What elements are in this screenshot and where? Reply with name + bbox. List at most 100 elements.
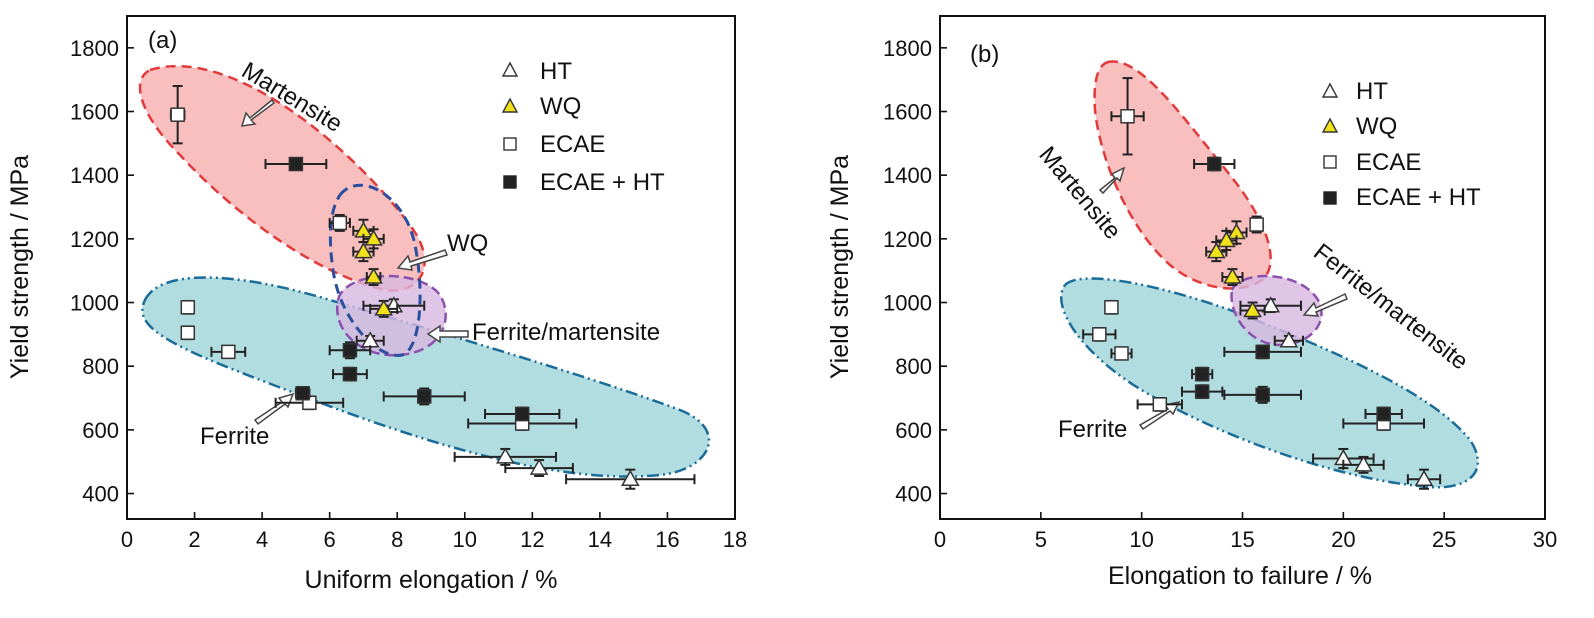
point-b-3-0 bbox=[1193, 156, 1236, 172]
point-a-0-4 bbox=[565, 468, 696, 490]
legend-b-ecae-marker bbox=[1323, 155, 1337, 169]
point-a-2-0 bbox=[169, 85, 186, 145]
x-tick-label-b-6: 30 bbox=[1533, 527, 1557, 552]
point-a-3-0 bbox=[264, 156, 328, 172]
arrow-ferrite-b bbox=[1138, 400, 1181, 431]
point-a-3-4-marker bbox=[416, 389, 432, 404]
arrow-wq bbox=[396, 249, 448, 271]
point-a-1-2-marker bbox=[354, 242, 373, 259]
ticks-b: 0 5 10 15 20 25 30 400 600 800 1000 1200 1400 1600 180… bbox=[883, 36, 1557, 552]
point-a-2-4-marker bbox=[221, 344, 236, 360]
point-a-2-3-marker bbox=[180, 325, 196, 341]
point-b-0-3 bbox=[1342, 455, 1385, 474]
point-b-3-4 bbox=[1223, 385, 1302, 404]
legend-a-ecae-marker bbox=[503, 137, 517, 151]
point-a-2-1 bbox=[328, 213, 351, 232]
legend-a-ecae-label: ECAE bbox=[540, 131, 605, 158]
legend-b-ht-marker bbox=[1321, 82, 1339, 98]
legend-a-wq-label: WQ bbox=[540, 93, 581, 120]
point-b-0-1-marker bbox=[1279, 331, 1299, 348]
point-b-3-5-marker bbox=[1376, 406, 1391, 422]
point-b-3-5 bbox=[1364, 406, 1403, 422]
point-a-3-5-marker bbox=[514, 406, 530, 422]
point-b-0-3-marker bbox=[1354, 455, 1373, 472]
x-tick-label-a-7: 14 bbox=[588, 527, 612, 552]
point-b-3-3 bbox=[1181, 384, 1224, 400]
x-tick-label-b-2: 10 bbox=[1129, 527, 1153, 552]
y-tick-label-a-7: 1800 bbox=[70, 36, 119, 61]
point-b-0-4-marker bbox=[1414, 469, 1434, 486]
legend-a-wq-marker bbox=[501, 97, 519, 113]
point-b-1-4 bbox=[1239, 300, 1266, 320]
point-b-2-5-marker bbox=[1152, 397, 1168, 412]
legend-b-ecae-label: ECAE bbox=[1356, 149, 1421, 176]
y-tick-label-b-1: 600 bbox=[895, 418, 932, 443]
arrow-martensite bbox=[240, 98, 276, 127]
point-b-2-4-marker bbox=[1114, 346, 1129, 361]
ticks-a: 0 2 4 6 8 10 12 14 16 18 400 600 800 1000 1200 1400 1600… bbox=[70, 36, 747, 552]
legend-a-ht-label: HT bbox=[540, 58, 572, 85]
point-b-0-4 bbox=[1406, 468, 1442, 490]
x-tick-label-a-6: 12 bbox=[520, 527, 544, 552]
annotation-wq: WQ bbox=[447, 230, 488, 257]
y-tick-label-b-2: 800 bbox=[895, 354, 932, 379]
point-b-1-1-marker bbox=[1217, 230, 1236, 248]
x-tick-label-b-3: 15 bbox=[1230, 527, 1254, 552]
point-b-2-3-marker bbox=[1092, 327, 1107, 342]
point-a-1-2 bbox=[352, 241, 375, 263]
y-tick-label-a-4: 1200 bbox=[70, 227, 119, 252]
point-a-3-2 bbox=[332, 366, 368, 382]
annotation-ferrite-martensite: Ferrite/martensite bbox=[472, 319, 660, 346]
data-marks-a bbox=[169, 85, 696, 490]
panel-label-b: (b) bbox=[970, 41, 999, 68]
legend-b-ht-label: HT bbox=[1356, 78, 1388, 105]
point-b-3-3-marker bbox=[1194, 384, 1210, 399]
legend-b-wq-marker bbox=[1321, 117, 1339, 133]
point-a-0-2 bbox=[453, 447, 557, 466]
point-a-1-4 bbox=[369, 299, 399, 318]
point-a-3-3 bbox=[294, 386, 311, 401]
legend-a-ecaeht-label: ECAE + HT bbox=[540, 169, 665, 196]
point-b-1-2 bbox=[1205, 241, 1228, 263]
point-a-2-0-marker bbox=[170, 107, 185, 122]
point-b-0-0-marker bbox=[1261, 296, 1281, 313]
point-b-3-2-marker bbox=[1194, 366, 1210, 382]
legend-b-ecaeht-marker bbox=[1323, 191, 1337, 205]
region-ferrite-b bbox=[1060, 277, 1480, 489]
point-b-3-4-marker bbox=[1255, 387, 1270, 403]
point-a-3-5 bbox=[484, 406, 561, 422]
annotation-ferrite: Ferrite bbox=[200, 423, 269, 450]
annotation-ferrite-b: Ferrite bbox=[1058, 416, 1127, 443]
point-b-3-0-marker bbox=[1207, 156, 1222, 172]
point-b-1-3-marker bbox=[1223, 267, 1242, 284]
point-a-3-1-marker bbox=[342, 343, 358, 358]
y-tick-label-b-3: 1000 bbox=[883, 291, 932, 316]
point-a-2-2 bbox=[180, 299, 196, 315]
point-b-2-1 bbox=[1249, 215, 1264, 234]
y-axis-label-b: Yield strength / MPa bbox=[826, 155, 854, 379]
x-tick-label-a-3: 6 bbox=[324, 527, 336, 552]
point-b-3-1 bbox=[1223, 344, 1302, 360]
x-tick-label-a-2: 4 bbox=[256, 527, 268, 552]
point-a-2-2-marker bbox=[180, 300, 196, 315]
point-a-0-3 bbox=[504, 458, 574, 478]
point-b-1-2-marker bbox=[1206, 242, 1226, 259]
region-wq bbox=[328, 183, 422, 357]
point-b-0-1 bbox=[1273, 331, 1304, 348]
legend-b-wq-label: WQ bbox=[1356, 113, 1397, 140]
region-ferrite bbox=[141, 276, 711, 478]
annotation-arrows-b bbox=[1098, 166, 1348, 431]
y-tick-label-a-6: 1600 bbox=[70, 100, 119, 125]
point-a-2-1-marker bbox=[332, 215, 348, 231]
point-a-3-4 bbox=[382, 387, 466, 406]
panel-label-a: (a) bbox=[148, 27, 177, 54]
point-a-0-4-marker bbox=[620, 469, 640, 486]
y-tick-label-a-5: 1400 bbox=[70, 163, 119, 188]
point-b-1-4-marker bbox=[1243, 300, 1262, 318]
point-a-1-1 bbox=[362, 228, 385, 250]
arrow-ferrite bbox=[253, 392, 295, 426]
point-b-2-5 bbox=[1136, 397, 1183, 412]
point-b-2-3 bbox=[1082, 326, 1117, 342]
